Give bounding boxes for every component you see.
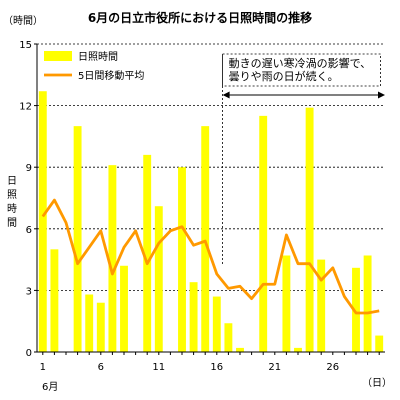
sunshine-bars: 1: 12.72: 53: 04: 115: 2.86: 2.47: 9.18:… <box>38 91 384 352</box>
moving-average-line <box>41 198 380 315</box>
annotation-text-line: 動きの遅い寒冷渦の影響で、 <box>229 56 372 70</box>
sunshine-bar: 8: 4.2 <box>120 265 128 352</box>
sunshine-bar: 5: 2.8 <box>85 294 94 352</box>
sunshine-bar: 2: 5 <box>50 249 59 352</box>
y-axis-label-char: 日 <box>7 176 17 187</box>
y-axis-label-char: 照 <box>7 189 17 201</box>
y-tick-label: 6 <box>26 225 32 236</box>
chart-title: 6月の日立市役所における日照時間の推移 <box>88 10 312 25</box>
sunshine-bar: 15: 11 <box>201 126 210 352</box>
legend-bar-label: 日照時間 <box>78 51 118 63</box>
y-axis-label-char: 間 <box>7 217 17 229</box>
sunshine-bar: 23: 0.2 <box>294 347 302 352</box>
x-tick-label: 11 <box>152 362 165 373</box>
sunshine-bar: 29: 4.7 <box>363 255 372 352</box>
y-axis-label-char: 時 <box>7 203 17 215</box>
sunshine-bar: 11: 7.1 <box>154 206 163 352</box>
sunshine-bar: 14: 3.4 <box>189 282 198 352</box>
y-tick-label: 0 <box>26 348 32 359</box>
x-tick-label: 26 <box>326 362 339 373</box>
x-tick-label: 16 <box>210 362 223 373</box>
sunshine-bar: 24: 11.9 <box>305 107 314 352</box>
moving-average-line-group <box>41 198 380 315</box>
x-tick-label: 6 <box>98 362 104 373</box>
legend-bar-swatch <box>44 51 72 61</box>
sunshine-bar: 10: 9.6 <box>143 154 152 352</box>
sunshine-bar: 28: 4.1 <box>352 267 360 352</box>
annotation-text-line: 曇りや雨の日が続く。 <box>229 69 339 83</box>
legend: 日照時間 5日間移動平均 <box>44 51 144 82</box>
sunshine-bar: 22: 4.7 <box>282 255 291 352</box>
sunshine-bar: 13: 9 <box>178 167 186 352</box>
sunshine-bar: 17: 1.4 <box>224 323 233 352</box>
sunshine-bar: 4: 11 <box>73 126 82 352</box>
sunshine-bar: 20: 11.5 <box>259 115 268 352</box>
y-axis-label: 日照時間 <box>7 176 17 229</box>
x-tick-label: 21 <box>268 362 281 373</box>
x-axis-unit: （日） <box>362 377 392 389</box>
axes <box>36 43 385 353</box>
y-axis-unit: （時間） <box>3 15 43 27</box>
sunshine-bar: 25: 4.5 <box>317 259 326 352</box>
sunshine-bar: 30: 0.8 <box>375 335 384 352</box>
y-tick-label: 3 <box>26 286 32 297</box>
sunshine-bar: 16: 2.7 <box>212 296 221 352</box>
annotation-arrow-head-left <box>222 91 230 99</box>
x-tick-labels: 1 6 11 16 21 26 <box>40 352 380 373</box>
grid-lines <box>37 105 385 291</box>
y-tick-label: 12 <box>19 102 32 113</box>
annotation: 動きの遅い寒冷渦の影響で、曇りや雨の日が続く。 <box>222 53 385 265</box>
y-tick-label: 15 <box>19 40 32 51</box>
legend-line-label: 5日間移動平均 <box>78 69 144 82</box>
month-label: 6月 <box>42 381 58 393</box>
sunshine-bar: 1: 12.7 <box>38 91 47 352</box>
x-tick-label: 1 <box>40 362 46 373</box>
sunshine-bar: 7: 9.1 <box>108 165 117 352</box>
sunshine-bar: 6: 2.4 <box>96 302 105 352</box>
sunshine-bar: 18: 0.2 <box>236 347 244 352</box>
y-tick-label: 9 <box>26 163 32 174</box>
y-tick-labels: 0 3 6 9 12 15 <box>19 40 37 359</box>
annotation-box <box>222 53 382 87</box>
annotation-arrow-head-right <box>378 91 385 99</box>
